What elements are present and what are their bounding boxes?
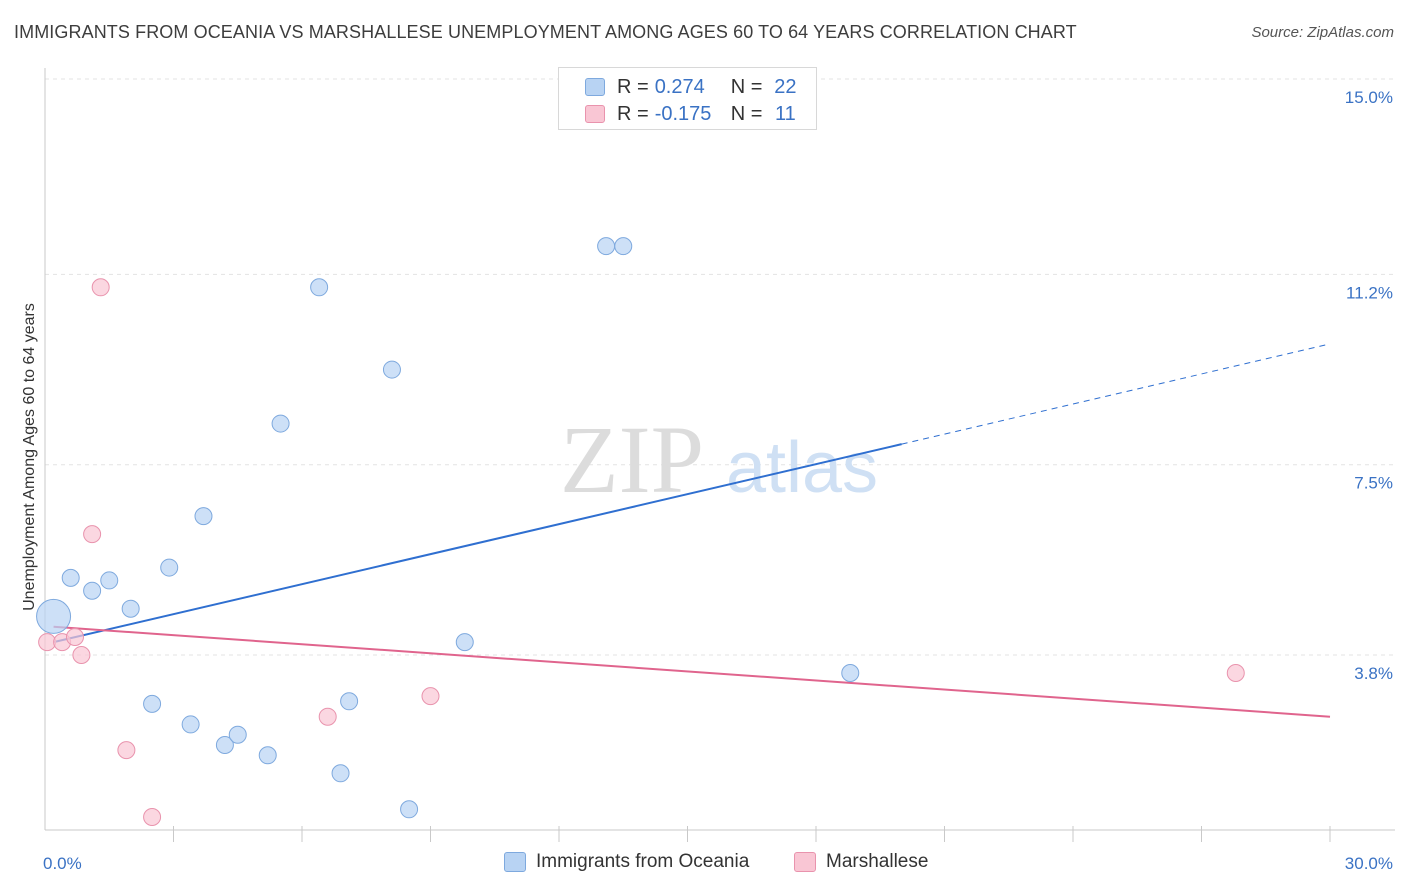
point-oceania [215,736,234,754]
point-marshallese [143,808,162,826]
n-label: N = [730,102,763,125]
legend-swatch-oceania [585,78,605,96]
point-oceania [841,664,860,682]
chart-title: IMMIGRANTS FROM OCEANIA VS MARSHALLESE U… [14,22,1077,42]
legend-item-marshallese: Marshallese [794,851,928,873]
point-oceania [597,237,616,256]
trend-line-marshallese [53,625,1331,718]
r-value: -0.175 [654,102,712,125]
point-oceania [143,694,162,713]
point-marshallese [72,646,91,664]
stats-legend: R = 0.274 N = 22 R = -0.175 N = 11 [558,67,817,130]
y-tick-label: 11.2% [1346,283,1393,302]
grid-lines [45,78,1395,656]
x-tick-label: 0.0% [43,854,82,873]
watermark: ZIP atlas [560,406,878,513]
legend-swatch-marshallese [794,852,816,872]
point-marshallese [91,278,110,297]
point-marshallese [38,633,57,652]
point-marshallese [421,687,440,706]
point-marshallese [65,628,84,646]
trend-lines [53,343,1331,718]
source-label: Source: ZipAtlas.com [1251,24,1394,41]
watermark-zip: ZIP [560,406,704,513]
point-oceania [121,599,140,618]
r-label: R = [617,75,649,98]
n-label: N = [730,75,763,98]
point-oceania [194,507,213,526]
y-tick-label: 7.5% [1354,474,1393,493]
legend-row-marshallese: R = -0.175 N = 11 [585,102,802,126]
legend-swatch-oceania [504,852,526,872]
point-oceania [382,360,401,379]
data-points [36,237,1245,826]
legend-label-oceania: Immigrants from Oceania [536,851,750,872]
point-oceania [340,692,359,711]
point-oceania [61,568,80,587]
y-tick-label: 3.8% [1354,664,1393,683]
n-value: 22 [774,75,797,98]
series-legend: Immigrants from Oceania Marshallese [0,851,1406,877]
y-axis-label: Unemployment Among Ages 60 to 64 years [21,303,38,611]
tick-labels: 3.8% 7.5% 11.2% 15.0% 0.0% 30.0% [43,88,1393,873]
point-oceania [160,558,179,577]
point-oceania [36,598,72,634]
point-oceania [228,725,247,744]
y-tick-label: 15.0% [1345,88,1393,107]
point-marshallese [318,707,337,726]
r-value: 0.274 [654,75,705,98]
point-oceania [614,237,633,256]
point-oceania [100,571,119,590]
point-oceania [181,715,200,734]
point-oceania [331,764,350,783]
legend-swatch-marshallese [585,105,605,123]
trend-line-extension [901,343,1331,445]
legend-label-marshallese: Marshallese [826,851,929,872]
point-oceania [310,278,329,297]
axes [44,68,1395,842]
legend-row-oceania: R = 0.274 N = 22 [585,75,802,99]
point-marshallese [1226,664,1245,682]
point-oceania [455,633,474,652]
point-oceania [271,414,290,433]
point-marshallese [117,741,136,760]
x-tick-label: 30.0% [1345,854,1393,873]
point-marshallese [83,525,102,544]
point-oceania [83,581,102,600]
n-value: 11 [774,102,796,125]
point-oceania [400,800,419,819]
point-oceania [258,746,277,765]
legend-item-oceania: Immigrants from Oceania [504,851,749,873]
trend-line-oceania [53,443,902,644]
r-label: R = [617,102,649,125]
